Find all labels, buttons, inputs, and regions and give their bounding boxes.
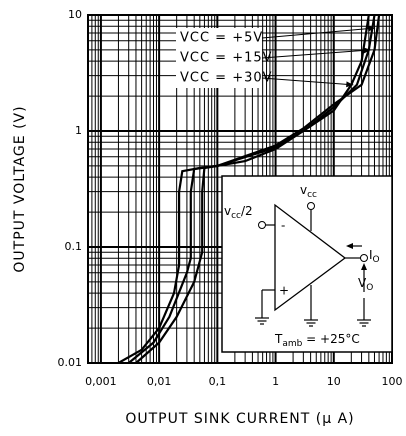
label-arrow [261, 27, 376, 39]
x-tick-label: 10 [327, 375, 341, 388]
series-label: VCC = +30V [180, 71, 273, 86]
terminal [307, 202, 315, 210]
label-base: T [274, 332, 283, 346]
arrow-head [367, 25, 376, 32]
inset-label: vcc [300, 183, 317, 200]
minus-sign: - [281, 219, 285, 233]
legend-box [176, 28, 262, 48]
terminal [258, 221, 266, 229]
y-tick-label: 0.1 [65, 240, 83, 253]
label-base: V [358, 276, 367, 290]
series-label: VCC = +15V [180, 51, 273, 66]
label-rest: /2 [241, 204, 253, 218]
x-axis-title: OUTPUT SINK CURRENT (μ A) [125, 411, 354, 427]
legend-box [176, 48, 262, 68]
x-tick-label: 1 [272, 375, 279, 388]
legend-box [176, 68, 262, 88]
inset-label: IO [369, 248, 380, 265]
arrow-head [361, 263, 367, 270]
x-tick-label: 100 [382, 375, 403, 388]
arrow-head [346, 81, 354, 88]
x-tick-label: 0,1 [209, 375, 227, 388]
label-sub: amb [282, 339, 302, 349]
label-base: I [369, 248, 373, 262]
label-sub: O [373, 255, 380, 265]
y-tick-label: 0.01 [58, 356, 83, 369]
inset-label: vcc/2 [224, 204, 253, 221]
plus-sign: + [279, 284, 289, 298]
inset-label: VO [358, 276, 373, 293]
series-label: VCC = +5V [180, 31, 263, 46]
y-tick-label: 1 [75, 124, 82, 137]
label-base: v [300, 183, 307, 197]
label-sub: cc [307, 190, 317, 200]
curve [135, 14, 381, 364]
label-sub: cc [231, 211, 241, 221]
y-axis-title: OUTPUT VOLTAGE (V) [12, 105, 28, 272]
label-rest: = +25°C [302, 332, 359, 346]
x-tick-label: 0,001 [85, 375, 117, 388]
label-sub: O [366, 283, 373, 293]
label-arrow [261, 49, 371, 59]
label-base: v [224, 204, 231, 218]
arrow-head [346, 243, 353, 249]
terminal [360, 254, 368, 262]
label-arrow [261, 77, 354, 86]
inset-label: Tamb = +25°C [274, 332, 360, 349]
x-tick-label: 0,01 [147, 375, 172, 388]
op-amp [274, 203, 347, 312]
arrow-head [363, 47, 371, 54]
y-tick-label: 10 [68, 8, 82, 21]
